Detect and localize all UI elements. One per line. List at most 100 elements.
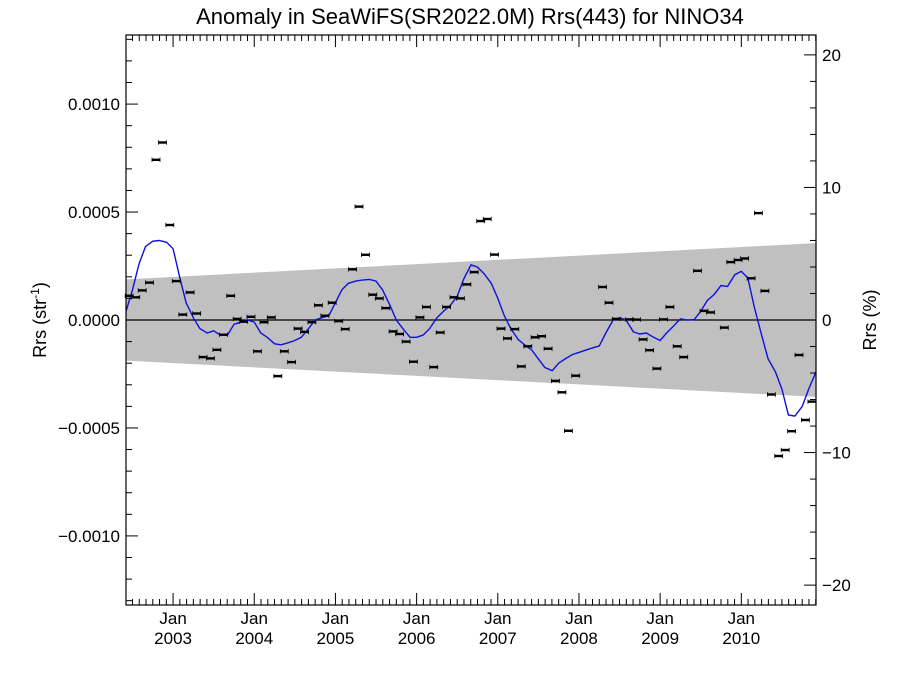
data-point-mark: [497, 327, 505, 330]
data-point: [253, 349, 262, 354]
data-point: [395, 331, 405, 337]
x-tick-month-label: Jan: [403, 609, 430, 628]
data-point: [652, 366, 662, 371]
data-point-mark: [199, 355, 208, 359]
data-point: [361, 252, 370, 257]
data-point: [740, 256, 749, 261]
data-point-mark: [348, 268, 357, 271]
tick-labels: 0.00100.00050.0000−0.0005−0.001020100−10…: [58, 46, 851, 648]
data-point-mark: [334, 319, 343, 323]
data-point: [611, 316, 621, 322]
left-tick-label: 0.0000: [68, 311, 120, 330]
data-point: [381, 305, 391, 311]
data-point: [293, 326, 303, 331]
data-point: [455, 296, 465, 301]
data-point-mark: [726, 260, 735, 264]
data-point: [638, 337, 648, 342]
data-point-mark: [612, 317, 621, 321]
left-tick-label: −0.0010: [58, 527, 120, 546]
data-point-mark: [754, 211, 763, 215]
x-tick-month-label: Jan: [728, 609, 755, 628]
x-tick-year-label: 2006: [398, 629, 436, 648]
x-tick-year-label: 2004: [235, 629, 273, 648]
x-tick-month-label: Jan: [484, 609, 511, 628]
data-point-mark: [564, 429, 573, 432]
data-point-mark: [747, 277, 756, 280]
data-point: [760, 288, 770, 294]
x-tick-year-label: 2005: [317, 629, 355, 648]
right-tick-label: −20: [822, 576, 851, 595]
data-point-mark: [659, 318, 668, 321]
data-point-mark: [361, 253, 370, 256]
data-point-mark: [462, 283, 471, 286]
data-point-mark: [510, 327, 519, 331]
y-axis-left-label: Rrs (str-1): [28, 282, 50, 358]
data-point: [801, 417, 810, 423]
data-point-mark: [328, 301, 337, 304]
data-point: [185, 290, 195, 295]
data-point: [598, 284, 607, 290]
data-point-mark: [787, 430, 796, 433]
data-point-mark: [280, 350, 289, 353]
data-point-mark: [273, 374, 282, 378]
data-point-mark: [165, 223, 174, 227]
right-tick-label: 10: [822, 178, 841, 197]
data-point: [767, 392, 776, 397]
data-point-mark: [186, 291, 195, 294]
data-point-mark: [138, 289, 147, 292]
data-point: [794, 352, 804, 358]
data-point-mark: [774, 454, 783, 458]
data-point: [158, 140, 167, 145]
right-tick-label: 0: [822, 311, 831, 330]
data-point: [300, 329, 310, 335]
x-tick-month-label: Jan: [565, 609, 592, 628]
data-point: [334, 318, 344, 324]
data-point-mark: [557, 391, 566, 394]
data-point-mark: [740, 257, 749, 260]
data-point-mark: [625, 318, 634, 321]
data-point-mark: [781, 448, 790, 452]
data-point-mark: [456, 297, 465, 300]
data-point-mark: [537, 335, 546, 338]
data-point-mark: [368, 293, 377, 296]
data-point: [287, 359, 297, 365]
data-point-mark: [436, 331, 445, 334]
data-point-mark: [219, 333, 228, 336]
data-point-mark: [801, 418, 810, 422]
data-point-mark: [503, 337, 512, 340]
data-point-mark: [531, 336, 540, 339]
data-point: [503, 336, 512, 341]
data-point: [374, 296, 384, 301]
data-point: [415, 315, 425, 320]
data-point: [320, 313, 330, 318]
data-point: [469, 269, 479, 275]
data-point-mark: [665, 305, 674, 309]
data-point: [482, 216, 492, 222]
data-point: [490, 252, 499, 257]
data-point: [537, 334, 546, 339]
data-point-mark: [483, 217, 492, 221]
data-point: [246, 314, 256, 319]
data-point-mark: [598, 285, 607, 289]
data-point-mark: [544, 347, 553, 350]
data-point-mark: [355, 205, 363, 208]
data-point-mark: [320, 314, 329, 317]
data-point-mark: [375, 297, 384, 300]
data-point-mark: [287, 360, 296, 364]
data-point: [693, 268, 702, 273]
x-tick-month-label: Jan: [241, 609, 268, 628]
data-point-mark: [639, 338, 648, 341]
data-point: [279, 349, 289, 354]
data-point: [774, 453, 784, 459]
data-point-mark: [706, 311, 715, 314]
data-point-mark: [226, 294, 235, 297]
data-point-mark: [341, 327, 350, 331]
data-point: [401, 339, 411, 344]
data-point-mark: [632, 318, 641, 321]
data-point-mark: [760, 289, 769, 293]
data-point: [551, 378, 560, 384]
data-point-mark: [314, 304, 323, 307]
data-point: [604, 300, 614, 305]
x-tick-year-label: 2003: [154, 629, 192, 648]
data-point-mark: [476, 219, 485, 223]
